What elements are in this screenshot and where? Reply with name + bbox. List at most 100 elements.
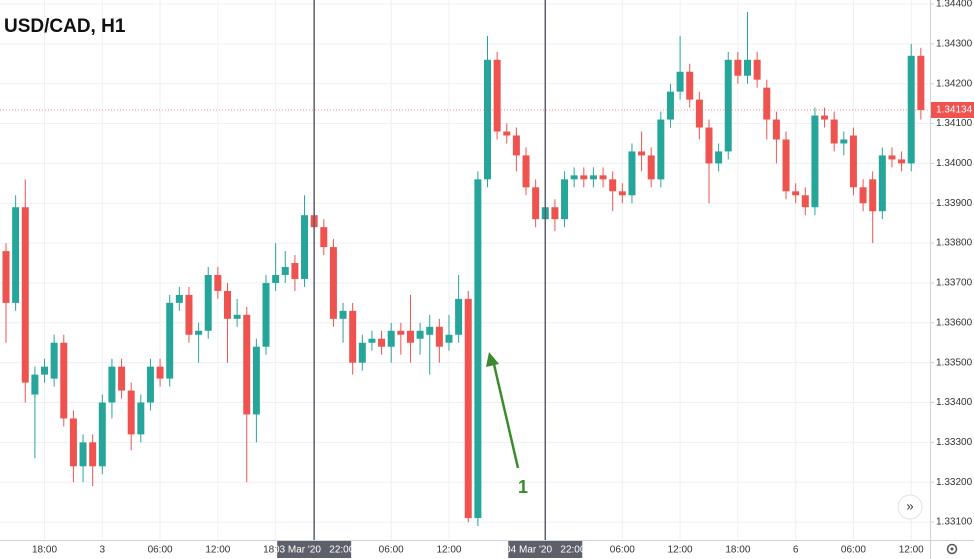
scroll-button-icon[interactable]: » bbox=[906, 498, 913, 513]
crosshair-label: 04 Mar '20 22:00 bbox=[505, 545, 586, 556]
candle-body bbox=[166, 302, 174, 379]
candle-body bbox=[175, 294, 183, 303]
candle-body bbox=[907, 55, 915, 164]
candle-body bbox=[878, 155, 886, 212]
y-tick-label: 1.33700 bbox=[936, 278, 973, 289]
candle-body bbox=[503, 131, 511, 136]
candle-body bbox=[262, 282, 270, 347]
candle-body bbox=[387, 330, 395, 347]
candle-body bbox=[609, 179, 617, 192]
y-tick-label: 1.33900 bbox=[936, 198, 973, 209]
candle-body bbox=[484, 59, 491, 180]
candle-body bbox=[349, 310, 357, 363]
y-tick-label: 1.34000 bbox=[936, 158, 973, 169]
y-tick-label: 1.34400 bbox=[936, 0, 973, 10]
candle-body bbox=[474, 179, 482, 519]
last-price-tag bbox=[931, 101, 974, 118]
candle-body bbox=[493, 59, 501, 132]
candle-body bbox=[137, 402, 145, 435]
candle-body bbox=[869, 179, 877, 212]
candle-body bbox=[185, 294, 193, 335]
candle-body bbox=[291, 263, 299, 279]
candle-body bbox=[214, 274, 222, 291]
candle-body bbox=[849, 135, 857, 188]
candle-body bbox=[840, 139, 848, 144]
candles bbox=[0, 0, 930, 540]
candle-body bbox=[89, 442, 97, 467]
x-tick-label: 18:00 bbox=[32, 545, 57, 556]
x-tick-label: 06:00 bbox=[148, 545, 173, 556]
candle-body bbox=[570, 175, 578, 180]
y-tick-label: 1.34200 bbox=[936, 78, 973, 89]
annotation-label: 1 bbox=[518, 477, 528, 497]
x-tick-label: 12:00 bbox=[436, 545, 461, 556]
y-tick-label: 1.34100 bbox=[936, 118, 973, 129]
candle-body bbox=[599, 175, 607, 180]
x-tick-label: 6 bbox=[793, 545, 799, 556]
candle-body bbox=[98, 402, 106, 467]
candle-body bbox=[811, 115, 819, 208]
candle-body bbox=[801, 195, 809, 208]
crosshair-label-bg bbox=[508, 541, 583, 558]
candle-body bbox=[888, 155, 896, 160]
candle-body bbox=[445, 334, 453, 343]
y-tick-label: 1.33600 bbox=[936, 317, 973, 328]
candle-body bbox=[512, 135, 520, 156]
candle-body bbox=[416, 330, 424, 339]
scroll-button[interactable] bbox=[897, 494, 923, 520]
annotation-arrow bbox=[491, 359, 520, 469]
y-tick-label: 1.33300 bbox=[936, 437, 973, 448]
candle-body bbox=[734, 59, 742, 76]
candle-body bbox=[320, 227, 328, 248]
candle-body bbox=[898, 159, 906, 164]
candle-body bbox=[378, 338, 386, 347]
candle-body bbox=[60, 342, 68, 419]
candle-body bbox=[561, 179, 569, 220]
candle-body bbox=[12, 207, 20, 303]
last-price-label: 1.34134 bbox=[936, 105, 973, 116]
candle-body bbox=[127, 390, 135, 435]
candle-body bbox=[195, 330, 203, 335]
candle-body bbox=[204, 274, 212, 331]
x-tick-label: 18:00 bbox=[263, 545, 288, 556]
candle-body bbox=[666, 91, 674, 120]
candle-body bbox=[50, 342, 58, 379]
candle-body bbox=[638, 151, 646, 156]
gear-center[interactable] bbox=[950, 547, 954, 551]
candle-body bbox=[917, 55, 925, 110]
candle-body bbox=[753, 59, 761, 80]
candle-body bbox=[329, 247, 337, 319]
candle-body bbox=[772, 119, 780, 140]
candle-body bbox=[118, 366, 126, 391]
candle-body bbox=[830, 119, 838, 144]
candle-body bbox=[724, 59, 732, 152]
candle-body bbox=[281, 267, 289, 275]
candle-body bbox=[859, 187, 867, 204]
candle-body bbox=[2, 251, 10, 303]
candle-body bbox=[41, 366, 49, 375]
candle-body bbox=[695, 99, 703, 128]
candle-body bbox=[243, 314, 251, 415]
candle-body bbox=[69, 418, 77, 467]
candle-body bbox=[763, 87, 771, 120]
x-tick-label: 06:00 bbox=[379, 545, 404, 556]
y-tick-label: 1.33100 bbox=[936, 517, 973, 528]
x-tick-label: 12:00 bbox=[668, 545, 693, 556]
candle-body bbox=[156, 366, 164, 379]
gear[interactable] bbox=[946, 543, 958, 555]
candle-body bbox=[146, 366, 154, 403]
candle-body bbox=[455, 298, 463, 335]
candle-body bbox=[589, 175, 597, 180]
candle-body bbox=[821, 115, 829, 120]
y-tick-label: 1.33500 bbox=[936, 357, 973, 368]
candle-body bbox=[426, 326, 434, 335]
candle-body bbox=[435, 326, 443, 347]
y-tick-label: 1.33800 bbox=[936, 238, 973, 249]
settings-icon[interactable] bbox=[946, 543, 958, 555]
candle-body bbox=[744, 59, 752, 76]
candle-body bbox=[358, 342, 366, 363]
candle-body bbox=[792, 191, 800, 196]
candle-body bbox=[715, 151, 723, 164]
candle-body bbox=[647, 155, 655, 180]
